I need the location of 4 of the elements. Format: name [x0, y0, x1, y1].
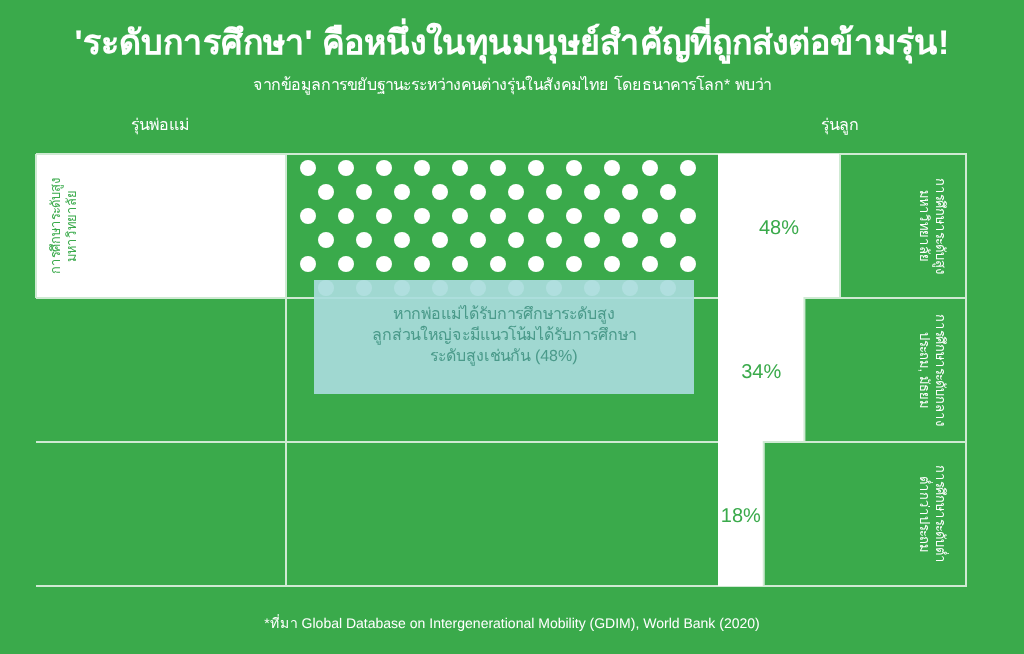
subtitle: จากข้อมูลการขยับฐานะระหว่างคนต่างรุ่นในสังคมไทย โดยธนาคารโลก* พบว่า — [253, 76, 771, 94]
annotation: รุ่นพ่อแม่ — [131, 116, 189, 134]
annotation: รุ่นลูก — [821, 116, 859, 134]
annotation: หากพ่อแม่ได้รับการศึกษาระดับสูง ลูกส่วนใหญ่จะมีแนวโน้มได้รับการศึกษา ระดับสูงเช่นกัน (48%) — [372, 305, 636, 365]
